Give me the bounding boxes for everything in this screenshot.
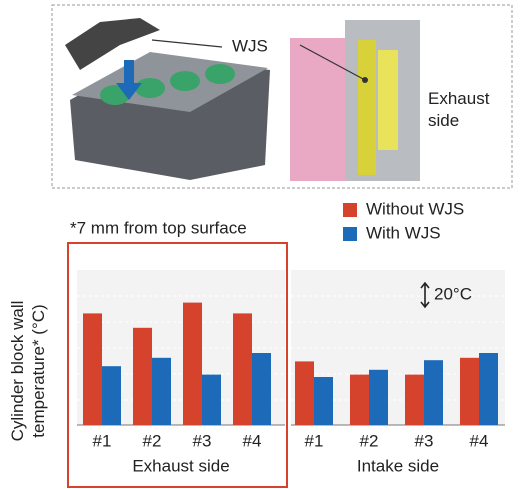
bar bbox=[152, 358, 171, 425]
bar bbox=[133, 328, 152, 425]
bar bbox=[350, 375, 369, 425]
bar bbox=[102, 366, 121, 425]
bar bbox=[405, 375, 424, 425]
legend-swatch bbox=[343, 203, 357, 217]
annotation: *7 mm from top surface bbox=[70, 218, 247, 237]
x-tick-label: #1 bbox=[93, 431, 112, 450]
x-tick-label: #3 bbox=[193, 431, 212, 450]
page: WJS *7 mm from top surface Without WJS Wi… bbox=[0, 0, 520, 489]
y-axis-label: Cylinder block wall temperature* (°C) bbox=[7, 271, 49, 471]
x-tick-label: #4 bbox=[470, 431, 489, 450]
figure-label: Exhaust side bbox=[428, 88, 498, 132]
legend-label: Without WJS bbox=[366, 199, 464, 218]
x-tick-label: #1 bbox=[305, 431, 324, 450]
bar bbox=[460, 358, 479, 425]
legend-swatch bbox=[343, 227, 357, 241]
bar bbox=[479, 353, 498, 425]
legend-label: With WJS bbox=[366, 223, 441, 242]
figure-label: WJS bbox=[232, 36, 268, 55]
chart: WJS *7 mm from top surface Without WJS Wi… bbox=[0, 0, 520, 489]
bar bbox=[314, 377, 333, 425]
x-tick-label: #2 bbox=[360, 431, 379, 450]
bar bbox=[252, 353, 271, 425]
bar bbox=[424, 360, 443, 425]
bar bbox=[83, 313, 102, 425]
panel-label: Intake side bbox=[357, 456, 439, 475]
x-tick-label: #3 bbox=[415, 431, 434, 450]
bar bbox=[202, 375, 221, 425]
bar bbox=[183, 303, 202, 425]
panel-label: Exhaust side bbox=[132, 456, 229, 475]
scale-bar-label: 20°C bbox=[434, 284, 472, 303]
bar bbox=[369, 370, 388, 425]
x-tick-label: #4 bbox=[243, 431, 262, 450]
bar bbox=[295, 361, 314, 425]
bar bbox=[233, 313, 252, 425]
x-tick-label: #2 bbox=[143, 431, 162, 450]
